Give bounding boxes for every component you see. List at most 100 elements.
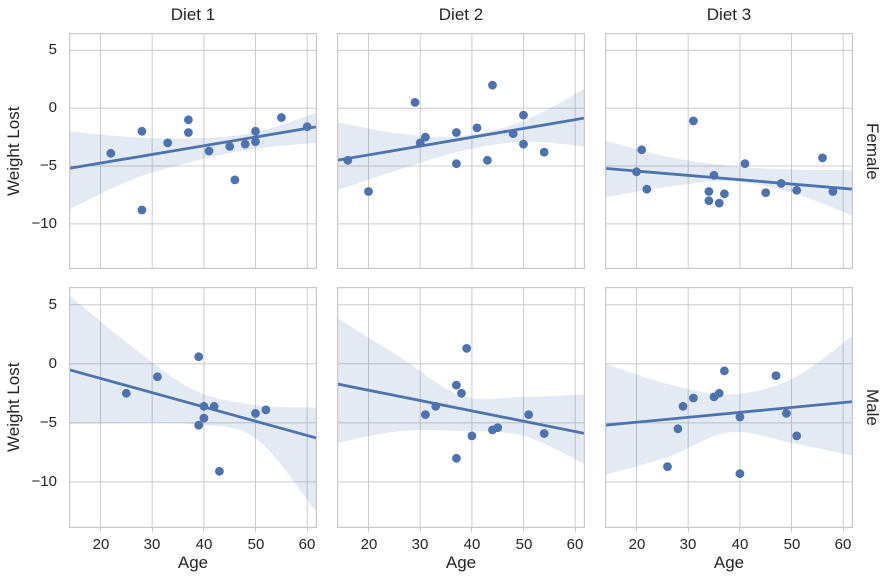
- data-point: [457, 388, 466, 398]
- x-tick-mark: [100, 528, 101, 532]
- data-point: [488, 80, 497, 90]
- x-tick-mark: [688, 528, 689, 532]
- facet-plot: [605, 287, 853, 528]
- x-tick-mark: [791, 528, 792, 532]
- x-tick-mark: [843, 528, 844, 532]
- data-point: [761, 188, 771, 198]
- data-point: [467, 431, 477, 441]
- data-point: [251, 137, 260, 147]
- data-point: [673, 424, 683, 434]
- facet-plot: [69, 287, 317, 528]
- x-tick-label: 30: [143, 536, 161, 553]
- data-point: [452, 453, 461, 463]
- x-tick-mark: [152, 528, 153, 532]
- facet-diet3-male: [605, 287, 853, 528]
- x-tick-label: 20: [360, 536, 378, 553]
- x-tick-mark: [523, 528, 524, 532]
- data-point: [452, 128, 461, 137]
- facet-title-diet-2: Diet 2: [438, 5, 484, 24]
- data-point: [421, 410, 430, 419]
- x-tick-mark: [420, 528, 421, 532]
- facet-title-diet-3: Diet 3: [706, 5, 752, 24]
- data-point: [483, 155, 492, 165]
- x-tick-label: 40: [195, 536, 213, 553]
- x-tick-label: 50: [247, 536, 265, 553]
- regression-line: [337, 382, 585, 435]
- axes-border: [605, 287, 853, 528]
- regression-line: [605, 166, 853, 191]
- data-point: [240, 139, 250, 149]
- data-point: [714, 388, 724, 398]
- data-point: [704, 187, 714, 196]
- x-tick-label: 30: [411, 536, 429, 553]
- data-point: [121, 388, 131, 398]
- data-point: [462, 344, 472, 353]
- x-tick-label: 60: [834, 536, 852, 553]
- x-tick-label: 20: [628, 536, 646, 553]
- data-point: [818, 153, 827, 163]
- facet-plot: [337, 33, 585, 269]
- data-point: [782, 409, 791, 418]
- data-point: [740, 159, 750, 169]
- data-point: [452, 159, 461, 169]
- y-tick-label: −10: [31, 473, 57, 490]
- data-point: [230, 175, 240, 185]
- data-point: [204, 146, 214, 156]
- facet-plot: [605, 33, 853, 269]
- y-axis-label-bottom: Weight Lost: [4, 362, 23, 453]
- data-point: [524, 410, 534, 419]
- facet-title-diet-1: Diet 1: [170, 5, 216, 24]
- data-point: [184, 128, 193, 137]
- data-point: [519, 110, 528, 120]
- axes-border: [605, 33, 853, 269]
- x-tick-mark: [255, 528, 256, 532]
- x-tick-label: 50: [515, 536, 533, 553]
- data-point: [215, 466, 224, 476]
- data-point: [519, 139, 528, 149]
- confidence-band: [605, 335, 853, 475]
- data-point: [637, 145, 647, 155]
- data-point: [137, 205, 147, 215]
- x-tick-mark: [203, 528, 204, 532]
- data-point: [251, 126, 260, 136]
- x-tick-label: 20: [92, 536, 110, 553]
- data-point: [714, 198, 724, 208]
- y-tick-label: 5: [48, 296, 57, 313]
- x-tick-mark: [471, 528, 472, 532]
- y-tick-label: −10: [31, 215, 57, 232]
- axes-border: [337, 33, 585, 269]
- data-point: [689, 393, 698, 403]
- x-axis-label-col-3: Age: [713, 553, 745, 572]
- data-point: [704, 196, 714, 206]
- y-tick-label: −5: [39, 414, 57, 431]
- y-tick-label: 5: [48, 41, 57, 58]
- regression-line: [337, 116, 585, 162]
- x-tick-label: 60: [298, 536, 316, 553]
- data-point: [689, 116, 698, 126]
- data-point: [194, 352, 204, 362]
- data-point: [163, 138, 173, 148]
- data-point: [828, 187, 838, 196]
- x-tick-mark: [368, 528, 369, 532]
- data-point: [199, 413, 209, 423]
- x-axis-label-col-1: Age: [177, 553, 209, 572]
- regression-line: [69, 368, 317, 440]
- x-tick-mark: [307, 528, 308, 532]
- y-tick-label: −5: [39, 157, 57, 174]
- x-tick-label: 50: [783, 536, 801, 553]
- data-point: [720, 189, 729, 199]
- data-point: [735, 469, 745, 479]
- x-axis-label-col-2: Age: [445, 553, 477, 572]
- data-point: [792, 431, 802, 441]
- y-axis-label-top: Weight Lost: [4, 106, 23, 196]
- axes-border: [69, 33, 317, 269]
- axes-border: [337, 287, 585, 528]
- data-point: [106, 148, 116, 158]
- facet-diet2-female: [337, 33, 585, 269]
- x-tick-label: 40: [731, 536, 749, 553]
- x-tick-label: 60: [566, 536, 584, 553]
- data-point: [137, 126, 147, 136]
- data-point: [493, 423, 503, 432]
- data-point: [251, 409, 260, 418]
